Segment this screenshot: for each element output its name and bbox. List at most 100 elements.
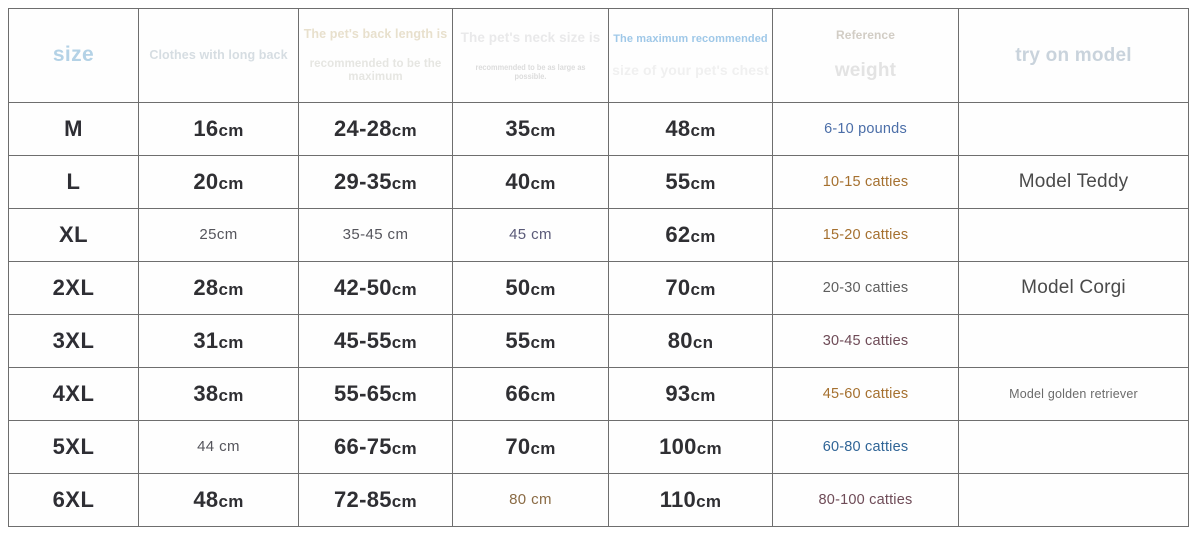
cell-size: 3XL (8, 314, 139, 368)
cell-neck: 80 cm (452, 473, 609, 527)
table-row: 4XL 38cm 55-65cm 66cm 93cm 45-60 catties Model… (8, 367, 1189, 421)
cell-chest-value: 93cm (665, 381, 716, 406)
cell-back-length-label-value: 25cm (199, 226, 238, 243)
cell-size: L (8, 155, 139, 209)
cell-back-length-label-value: 38cm (193, 381, 244, 406)
cell-back-length-value: 66-75cm (334, 434, 417, 459)
header-label-back-length-line2: recommended to be the maximum (309, 57, 442, 84)
cell-size-value: L (66, 169, 81, 194)
cell-weight: 45-60 catties (772, 367, 959, 421)
cell-back-length-label: 20cm (138, 155, 299, 209)
cell-back-length-label: 16cm (138, 102, 299, 156)
cell-size-value: XL (58, 222, 89, 247)
header-cell-size: size (8, 8, 139, 103)
cell-back-length-label-value: 31cm (193, 328, 244, 353)
header-row: size Clothes with long back The pet's ba… (8, 8, 1189, 103)
table-row: 6XL 48cm 72-85cm 80 cm 110cm 80-100 catties (8, 473, 1189, 527)
pet-clothing-size-chart-table: size Clothes with long back The pet's ba… (8, 8, 1189, 527)
cell-back-length-value: 24-28cm (334, 116, 417, 141)
header-cell-try-on-model: try on model (958, 8, 1189, 103)
cell-size: M (8, 102, 139, 156)
cell-weight: 6-10 pounds (772, 102, 959, 156)
cell-neck: 50cm (452, 261, 609, 315)
cell-model: Model golden retriever (958, 367, 1189, 421)
cell-size-value: 6XL (52, 487, 95, 512)
cell-model (958, 473, 1189, 527)
header-label-try-on-model: try on model (1015, 44, 1132, 66)
cell-model: Model Teddy (958, 155, 1189, 209)
header-label-neck-line1: The pet's neck size is (460, 30, 601, 46)
cell-neck-value: 66cm (505, 381, 556, 406)
cell-size-value: 3XL (52, 328, 95, 353)
header-label-back-length-line1: The pet's back length is (303, 26, 448, 41)
cell-back-length-value: 35-45 cm (342, 226, 409, 243)
cell-chest: 100cm (608, 420, 773, 474)
cell-chest: 55cm (608, 155, 773, 209)
table-row: 2XL 28cm 42-50cm 50cm 70cm 20-30 catties Model… (8, 261, 1189, 315)
cell-chest-value: 100cm (659, 434, 722, 459)
header-cell-clothes-long-back: Clothes with long back (138, 8, 299, 103)
cell-chest-value: 48cm (665, 116, 716, 141)
cell-weight: 20-30 catties (772, 261, 959, 315)
cell-neck-value: 80 cm (509, 491, 552, 508)
cell-chest-value: 70cm (665, 275, 716, 300)
cell-chest-value: 55cm (665, 169, 716, 194)
cell-back-length-label: 25cm (138, 208, 299, 262)
cell-neck: 40cm (452, 155, 609, 209)
cell-neck-value: 35cm (505, 116, 556, 141)
header-cell-pet-neck-size: The pet's neck size is recommended to be… (452, 8, 609, 103)
cell-neck: 45 cm (452, 208, 609, 262)
cell-weight-value: 6-10 pounds (824, 121, 907, 137)
cell-back-length: 55-65cm (298, 367, 453, 421)
cell-back-length-label-value: 16cm (193, 116, 244, 141)
cell-size-value: 2XL (52, 275, 95, 300)
table-body: M 16cm 24-28cm 35cm 48cm 6-10 pounds L 20cm 29-3… (8, 102, 1189, 527)
header-label-chest-line1: The maximum recommended (613, 32, 768, 45)
header-label-size: size (52, 43, 95, 67)
cell-weight-value: 45-60 catties (822, 386, 909, 402)
cell-chest-value: 62cm (665, 222, 716, 247)
table-row: M 16cm 24-28cm 35cm 48cm 6-10 pounds (8, 102, 1189, 156)
cell-back-length-label: 38cm (138, 367, 299, 421)
cell-weight-value: 30-45 catties (822, 333, 909, 349)
header-cell-reference-weight: Reference weight (772, 8, 959, 103)
cell-weight: 10-15 catties (772, 155, 959, 209)
cell-chest: 48cm (608, 102, 773, 156)
cell-weight: 15-20 catties (772, 208, 959, 262)
cell-size: 6XL (8, 473, 139, 527)
cell-size: 5XL (8, 420, 139, 474)
cell-back-length-value: 45-55cm (334, 328, 417, 353)
cell-size: 4XL (8, 367, 139, 421)
header-cell-pet-back-length: The pet's back length is recommended to … (298, 8, 453, 103)
cell-neck-value: 45 cm (509, 226, 552, 243)
cell-model-value: Model golden retriever (1009, 387, 1138, 401)
cell-back-length-label-value: 20cm (193, 169, 244, 194)
cell-back-length-label: 48cm (138, 473, 299, 527)
cell-size-value: M (64, 116, 83, 141)
cell-back-length-value: 55-65cm (334, 381, 417, 406)
cell-neck-value: 50cm (505, 275, 556, 300)
cell-back-length-value: 29-35cm (334, 169, 417, 194)
cell-back-length-label-value: 28cm (193, 275, 244, 300)
cell-size-value: 4XL (52, 381, 95, 406)
cell-back-length: 42-50cm (298, 261, 453, 315)
cell-neck: 66cm (452, 367, 609, 421)
cell-weight: 30-45 catties (772, 314, 959, 368)
cell-neck-value: 70cm (505, 434, 556, 459)
table-row: L 20cm 29-35cm 40cm 55cm 10-15 catties Model T… (8, 155, 1189, 209)
cell-model-value: Model Corgi (1021, 277, 1126, 298)
cell-model (958, 314, 1189, 368)
cell-model (958, 102, 1189, 156)
cell-back-length: 24-28cm (298, 102, 453, 156)
cell-back-length: 72-85cm (298, 473, 453, 527)
cell-chest: 62cm (608, 208, 773, 262)
header-label-neck-line2: recommended to be as large as possible. (475, 62, 586, 81)
cell-weight-value: 80-100 catties (818, 492, 913, 508)
cell-weight: 80-100 catties (772, 473, 959, 527)
cell-back-length-value: 42-50cm (334, 275, 417, 300)
cell-model (958, 420, 1189, 474)
cell-back-length: 35-45 cm (298, 208, 453, 262)
cell-weight-value: 60-80 catties (822, 439, 909, 455)
cell-chest: 110cm (608, 473, 773, 527)
